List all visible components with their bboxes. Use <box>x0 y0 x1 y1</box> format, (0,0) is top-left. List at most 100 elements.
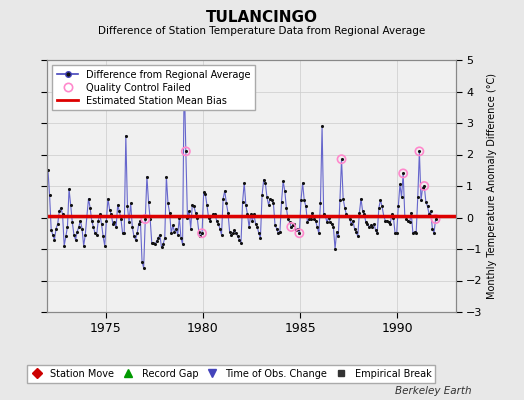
Point <box>52 225 60 232</box>
Point <box>70 232 78 238</box>
Point <box>46 192 54 199</box>
Point <box>430 230 438 236</box>
Point <box>122 132 130 139</box>
Point <box>299 180 307 186</box>
Point <box>261 180 269 186</box>
Point <box>149 240 158 246</box>
Point <box>370 221 378 227</box>
Point <box>368 224 377 230</box>
Point <box>276 228 284 235</box>
Point <box>320 211 328 218</box>
Point <box>204 214 213 221</box>
Point <box>407 210 416 216</box>
Point <box>375 205 383 211</box>
Point <box>206 218 214 224</box>
Point <box>308 210 316 216</box>
Point <box>265 202 273 208</box>
Point <box>399 170 407 177</box>
Point <box>422 198 430 205</box>
Point <box>67 202 75 208</box>
Point <box>99 233 107 240</box>
Point <box>311 218 320 224</box>
Point <box>321 213 330 219</box>
Point <box>185 208 193 214</box>
Point <box>53 221 62 227</box>
Point <box>172 225 180 232</box>
Point <box>92 232 101 238</box>
Point <box>256 235 265 241</box>
Point <box>305 216 313 222</box>
Point <box>228 230 237 236</box>
Point <box>324 214 333 221</box>
Point <box>234 233 242 240</box>
Point <box>243 211 252 218</box>
Point <box>425 211 433 218</box>
Point <box>289 222 297 228</box>
Point <box>342 211 351 218</box>
Point <box>57 205 65 211</box>
Point <box>333 228 341 235</box>
Text: Berkeley Earth: Berkeley Earth <box>395 386 472 396</box>
Point <box>133 230 141 236</box>
Point <box>49 232 57 238</box>
Point <box>334 233 343 240</box>
Point <box>138 258 146 265</box>
Point <box>164 200 172 206</box>
Point <box>203 202 211 208</box>
Point <box>128 224 137 230</box>
Point <box>157 244 166 251</box>
Point <box>83 213 91 219</box>
Point <box>295 230 303 236</box>
Point <box>212 218 221 224</box>
Point <box>214 221 223 227</box>
Point <box>191 210 200 216</box>
Point <box>392 230 401 236</box>
Point <box>404 218 412 224</box>
Point <box>363 221 372 227</box>
Point <box>399 170 407 177</box>
Point <box>96 211 104 218</box>
Point <box>159 241 167 248</box>
Point <box>397 194 406 200</box>
Point <box>242 202 250 208</box>
Point <box>284 216 292 222</box>
Point <box>379 213 388 219</box>
Point <box>246 211 255 218</box>
Point <box>300 197 309 203</box>
Point <box>386 221 395 227</box>
Point <box>383 218 391 224</box>
Point <box>396 181 404 188</box>
Point <box>318 123 326 129</box>
Point <box>410 228 419 235</box>
Point <box>50 236 59 243</box>
Point <box>355 210 364 216</box>
Point <box>222 200 231 206</box>
Point <box>316 200 325 206</box>
Point <box>118 230 127 236</box>
Point <box>102 218 111 224</box>
Point <box>259 176 268 183</box>
Point <box>402 216 411 222</box>
Point <box>105 206 114 213</box>
Point <box>125 219 133 226</box>
Point <box>339 195 347 202</box>
Point <box>73 228 81 235</box>
Point <box>240 180 248 186</box>
Point <box>269 200 278 206</box>
Point <box>86 205 94 211</box>
Point <box>290 221 299 227</box>
Point <box>60 243 69 249</box>
Point <box>136 218 145 224</box>
Point <box>120 230 128 236</box>
Point <box>286 219 294 226</box>
Point <box>115 208 124 214</box>
Point <box>169 222 177 228</box>
Point <box>373 230 381 236</box>
Point <box>141 216 149 222</box>
Point <box>217 232 226 238</box>
Point <box>65 186 73 192</box>
Point <box>117 216 125 222</box>
Point <box>314 230 323 236</box>
Point <box>208 213 216 219</box>
Point <box>152 238 161 244</box>
